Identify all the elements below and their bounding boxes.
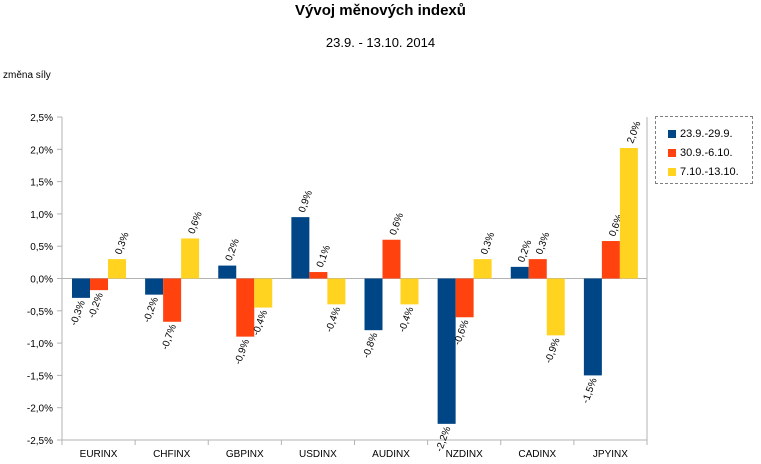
- bar: [291, 217, 310, 279]
- bar: [473, 259, 492, 279]
- data-label: 2,0%: [625, 120, 643, 145]
- data-label: 0,3%: [479, 231, 497, 256]
- x-tick-label: GBPINX: [226, 449, 264, 460]
- bar: [236, 278, 255, 337]
- x-tick-label: NZDINX: [446, 449, 484, 460]
- y-tick-label: -2,0%: [27, 404, 53, 415]
- y-tick-label: 1,0%: [30, 210, 53, 221]
- y-tick-label: -0,5%: [27, 307, 53, 318]
- bar: [546, 278, 565, 336]
- data-label: -0,3%: [69, 299, 88, 327]
- bar: [72, 278, 90, 298]
- bar: [382, 239, 401, 279]
- legend-label: 30.9.-6.10.: [680, 146, 733, 159]
- legend-swatch: [668, 148, 676, 157]
- data-label: 0,3%: [113, 231, 131, 256]
- y-tick-label: 2,5%: [30, 113, 53, 124]
- bar: [327, 278, 346, 305]
- y-tick-label: 0,5%: [30, 242, 53, 253]
- bar: [455, 278, 474, 318]
- bar: [364, 278, 383, 331]
- legend-item: 23.9.-29.9.: [668, 124, 752, 143]
- legend-swatch: [668, 167, 676, 176]
- chart-subtitle: 23.9. - 13.10. 2014: [325, 35, 436, 50]
- bar: [108, 259, 126, 279]
- x-tick-label: USDINX: [299, 449, 337, 460]
- data-label: -0,2%: [142, 296, 161, 324]
- x-tick-label: AUDINX: [372, 449, 410, 460]
- bar: [254, 278, 273, 308]
- data-label: -0,4%: [397, 306, 416, 334]
- chart-title: Vývoj měnových indexů: [295, 2, 466, 19]
- bar: [510, 266, 529, 279]
- data-label: -0,7%: [160, 323, 179, 351]
- bar: [528, 259, 547, 279]
- data-label: -0,9%: [543, 337, 562, 365]
- bar: [437, 278, 456, 424]
- bar: [90, 278, 108, 291]
- legend-item: 30.9.-6.10.: [668, 143, 752, 162]
- x-tick-label: EURINX: [80, 449, 118, 460]
- legend: 23.9.-29.9. 30.9.-6.10. 7.10.-13.10.: [655, 116, 753, 184]
- data-label: -1,5%: [580, 377, 599, 405]
- y-tick-label: -1,0%: [27, 339, 53, 350]
- y-tick-label: 1,5%: [30, 178, 53, 189]
- bar: [181, 238, 200, 279]
- data-label: 0,9%: [297, 189, 315, 214]
- y-axis-label: změna síly: [3, 70, 51, 81]
- data-label: 0,2%: [224, 237, 242, 262]
- legend-swatch: [668, 129, 676, 138]
- y-tick-label: 0,0%: [30, 275, 53, 286]
- x-tick-label: JPYINX: [593, 449, 628, 460]
- bar: [218, 265, 237, 279]
- data-label: 0,3%: [534, 231, 552, 256]
- bar: [163, 278, 182, 322]
- data-label: -0,8%: [361, 331, 380, 359]
- bar: [619, 148, 638, 279]
- data-label: 0,6%: [187, 210, 205, 235]
- legend-label: 7.10.-13.10.: [680, 165, 739, 178]
- bar: [601, 241, 620, 279]
- bar: [309, 272, 328, 279]
- x-tick-label: CADINX: [518, 449, 556, 460]
- data-label: 0,6%: [388, 211, 406, 236]
- legend-label: 23.9.-29.9.: [680, 127, 733, 140]
- bar: [400, 278, 419, 305]
- data-label: -0,9%: [233, 338, 252, 366]
- bar: [145, 278, 164, 295]
- y-tick-label: 2,0%: [30, 145, 53, 156]
- bar: [583, 278, 602, 376]
- y-tick-label: -2,5%: [27, 436, 53, 447]
- data-label: 0,1%: [315, 244, 333, 269]
- legend-item: 7.10.-13.10.: [668, 162, 752, 181]
- x-tick-label: CHFINX: [153, 449, 191, 460]
- data-label: -0,4%: [324, 306, 343, 334]
- y-tick-label: -1,5%: [27, 371, 53, 382]
